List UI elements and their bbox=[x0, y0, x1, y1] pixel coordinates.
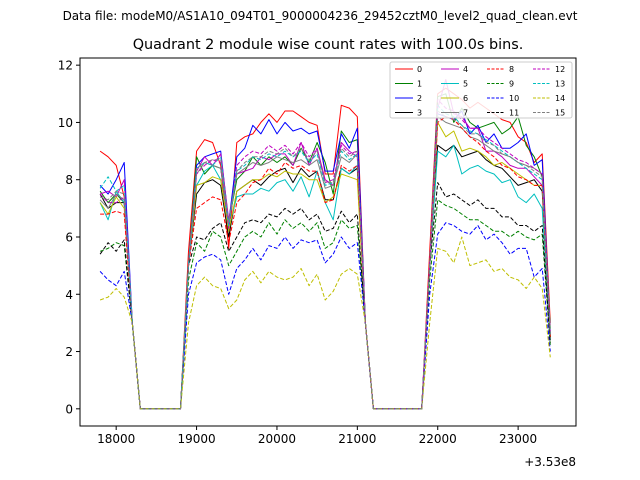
series-line-13 bbox=[99, 104, 551, 410]
legend-label-10: 10 bbox=[509, 94, 519, 103]
y-tick-label: 0 bbox=[65, 402, 73, 416]
legend-label-11: 11 bbox=[509, 109, 519, 118]
legend-label-2: 2 bbox=[417, 94, 422, 103]
legend-label-5: 5 bbox=[463, 80, 468, 89]
y-tick-label: 12 bbox=[58, 59, 73, 73]
legend-label-8: 8 bbox=[509, 65, 514, 74]
x-offset-label: +3.53e8 bbox=[524, 455, 576, 469]
x-tick-label: 19000 bbox=[177, 432, 215, 446]
series-layer bbox=[99, 79, 551, 410]
legend-label-6: 6 bbox=[463, 94, 468, 103]
plot-frame bbox=[79, 57, 577, 427]
series-line-15 bbox=[99, 110, 551, 410]
legend-label-14: 14 bbox=[555, 94, 565, 103]
legend-label-4: 4 bbox=[463, 65, 468, 74]
y-tick-label: 6 bbox=[65, 230, 73, 244]
x-tick-label: 20000 bbox=[258, 432, 296, 446]
chart-title: Quadrant 2 module wise count rates with … bbox=[133, 37, 524, 53]
y-tick-label: 8 bbox=[65, 173, 73, 187]
x-tick-label: 21000 bbox=[338, 432, 376, 446]
legend-label-7: 7 bbox=[463, 109, 468, 118]
x-tick-label: 22000 bbox=[419, 432, 457, 446]
legend-label-12: 12 bbox=[555, 65, 565, 74]
legend-label-15: 15 bbox=[555, 109, 565, 118]
x-tick-label: 23000 bbox=[499, 432, 537, 446]
x-tick-label: 18000 bbox=[97, 432, 135, 446]
legend-label-3: 3 bbox=[417, 109, 422, 118]
legend-label-13: 13 bbox=[555, 80, 565, 89]
y-tick-label: 10 bbox=[58, 116, 73, 130]
y-tick-label: 2 bbox=[65, 345, 73, 359]
legend-label-0: 0 bbox=[417, 65, 422, 74]
legend-label-9: 9 bbox=[509, 80, 514, 89]
legend-label-1: 1 bbox=[417, 80, 422, 89]
chart-suptitle: Data file: modeM0/AS1A10_094T01_90000042… bbox=[63, 9, 578, 23]
legend-box bbox=[389, 61, 573, 119]
y-tick-label: 4 bbox=[65, 288, 73, 302]
